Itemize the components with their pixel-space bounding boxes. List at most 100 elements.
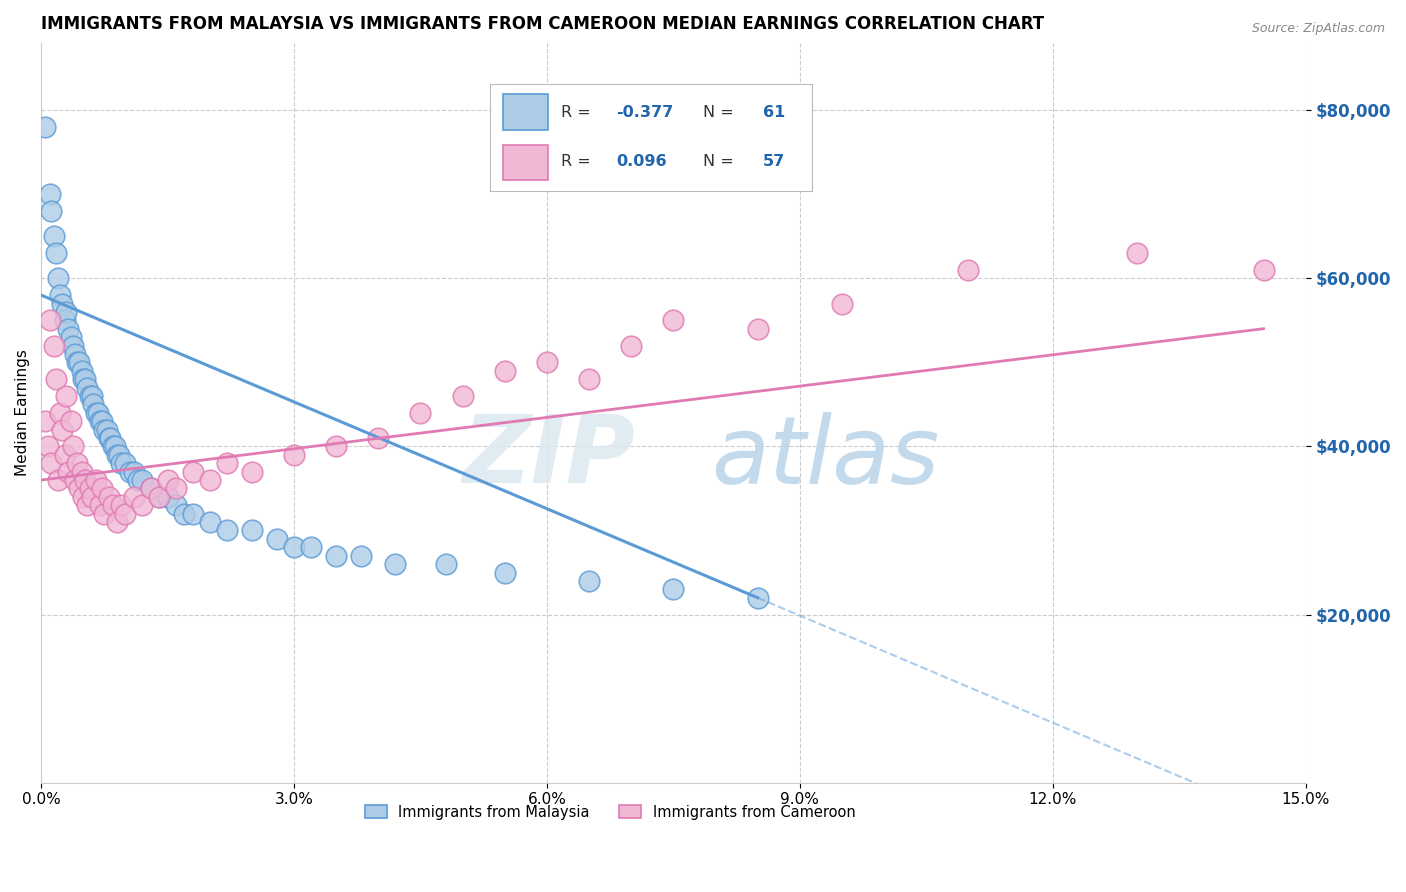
Point (46, 271, 69, 285)
Point (957, 263, 980, 277)
Point (89, 414, 111, 428)
Point (299, 541, 322, 555)
Point (79, 482, 101, 496)
Point (122, 490, 145, 504)
Point (240, 524, 263, 538)
Point (494, 364, 516, 378)
Point (101, 439, 124, 453)
Point (70, 364, 93, 378)
Text: Source: ZipAtlas.com: Source: ZipAtlas.com (1251, 22, 1385, 36)
Point (283, 448, 305, 462)
Point (198, 515, 221, 529)
Point (215, 456, 238, 470)
Point (127, 473, 149, 487)
Point (578, 372, 600, 386)
Point (65, 355, 87, 369)
Point (79, 389, 101, 403)
Point (118, 465, 141, 479)
Point (80, 490, 103, 504)
Point (56, 465, 79, 479)
Point (325, 549, 347, 563)
Point (84, 406, 107, 420)
Point (1253, 263, 1275, 277)
Point (38, 313, 60, 327)
Point (662, 582, 685, 597)
Point (434, 557, 457, 571)
Point (240, 465, 263, 479)
Point (104, 439, 127, 453)
Point (266, 532, 288, 546)
Point (536, 355, 558, 369)
Point (110, 498, 132, 512)
Point (156, 490, 179, 504)
Point (93, 507, 115, 521)
Point (139, 482, 162, 496)
Point (34, 120, 56, 134)
Point (56, 322, 79, 336)
Point (107, 448, 129, 462)
Point (97, 490, 120, 504)
Point (114, 507, 136, 521)
Point (55, 389, 77, 403)
Point (76, 498, 98, 512)
Point (84, 473, 107, 487)
Point (67, 482, 90, 496)
Point (93, 423, 115, 437)
Point (409, 406, 432, 420)
Point (51, 296, 73, 310)
Point (76, 380, 98, 394)
Point (156, 473, 179, 487)
Point (67, 355, 90, 369)
Point (73, 372, 96, 386)
Point (105, 515, 128, 529)
Point (384, 557, 406, 571)
Point (96, 423, 118, 437)
Point (97, 431, 120, 445)
Point (494, 566, 516, 580)
Point (620, 338, 643, 352)
Point (38, 187, 60, 202)
Point (90, 414, 112, 428)
Point (63, 347, 86, 361)
Point (45, 246, 67, 260)
Point (62, 338, 84, 352)
Point (48, 288, 70, 302)
Point (72, 490, 94, 504)
Point (105, 448, 128, 462)
Point (181, 465, 204, 479)
Point (578, 574, 600, 588)
Point (90, 482, 112, 496)
Point (831, 296, 853, 310)
Point (173, 507, 195, 521)
Point (87, 406, 110, 420)
Point (662, 313, 685, 327)
Point (131, 498, 153, 512)
Point (215, 524, 238, 538)
Point (63, 473, 86, 487)
Point (110, 456, 132, 470)
Point (451, 389, 474, 403)
Point (148, 490, 170, 504)
Point (53, 313, 76, 327)
Point (45, 372, 67, 386)
Point (39, 204, 62, 219)
Point (747, 591, 769, 605)
Point (101, 498, 124, 512)
Point (39, 456, 62, 470)
Text: atlas: atlas (711, 412, 939, 503)
Text: ZIP: ZIP (463, 411, 636, 503)
Point (82, 397, 104, 411)
Point (114, 456, 136, 470)
Point (1126, 246, 1149, 260)
Legend: Immigrants from Malaysia, Immigrants from Cameroon: Immigrants from Malaysia, Immigrants fro… (357, 797, 863, 827)
Point (73, 473, 96, 487)
Y-axis label: Median Earnings: Median Earnings (15, 350, 30, 476)
Point (283, 541, 305, 555)
Point (350, 549, 373, 563)
Point (165, 482, 187, 496)
Point (51, 423, 73, 437)
Point (42, 338, 65, 352)
Point (55, 305, 77, 319)
Point (165, 498, 187, 512)
Point (747, 322, 769, 336)
